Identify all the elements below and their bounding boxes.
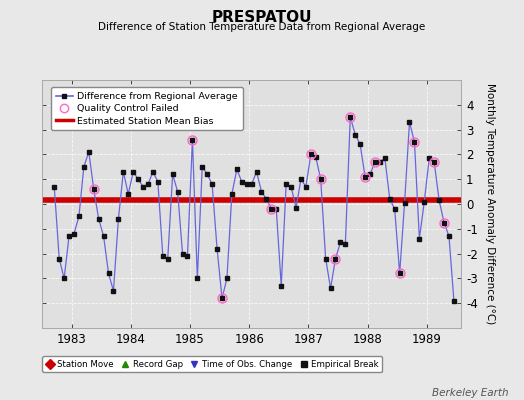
Legend: Difference from Regional Average, Quality Control Failed, Estimated Station Mean: Difference from Regional Average, Qualit… bbox=[51, 87, 243, 130]
Text: Berkeley Earth: Berkeley Earth bbox=[432, 388, 508, 398]
Legend: Station Move, Record Gap, Time of Obs. Change, Empirical Break: Station Move, Record Gap, Time of Obs. C… bbox=[42, 356, 383, 372]
Text: Difference of Station Temperature Data from Regional Average: Difference of Station Temperature Data f… bbox=[99, 22, 425, 32]
Y-axis label: Monthly Temperature Anomaly Difference (°C): Monthly Temperature Anomaly Difference (… bbox=[485, 83, 495, 325]
Text: PRESPATOU: PRESPATOU bbox=[212, 10, 312, 25]
